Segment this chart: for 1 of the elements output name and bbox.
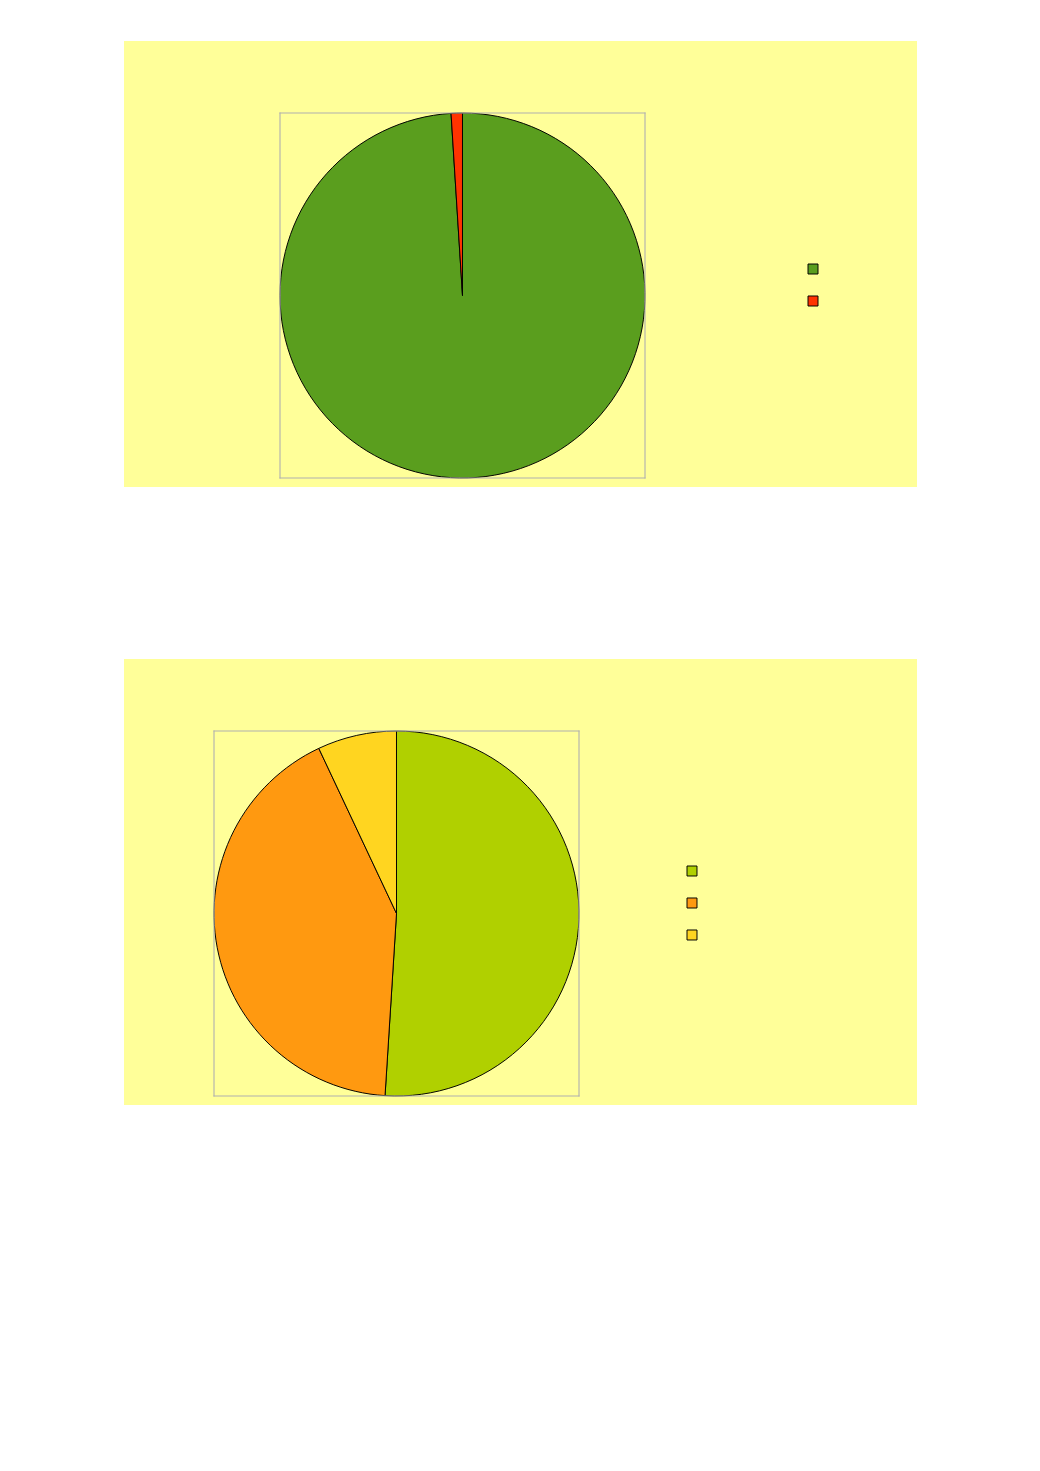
pie-slice (279, 112, 646, 479)
